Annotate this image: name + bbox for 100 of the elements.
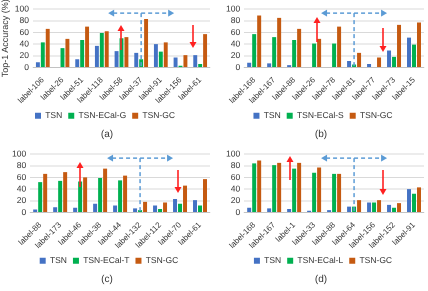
y-tick-label: 0 [235, 206, 240, 217]
legend-label: TSN-GC [360, 110, 393, 120]
bar [58, 180, 62, 212]
bar [94, 46, 99, 67]
y-tick-label: 20 [16, 195, 26, 206]
bar [287, 208, 292, 212]
bar [174, 58, 178, 67]
y-tick-label: 60 [20, 26, 30, 37]
bar [252, 163, 256, 212]
text: (c) [100, 274, 114, 285]
bar [252, 34, 256, 67]
bar [100, 33, 104, 67]
y-tick-label: 80 [20, 15, 30, 26]
bar [417, 187, 422, 212]
legend-label: TSN-GC [359, 255, 392, 266]
bar [377, 58, 382, 67]
bar [38, 182, 42, 212]
legend-label: TSN-GC [142, 110, 176, 120]
bar [36, 62, 40, 67]
bar [267, 63, 272, 67]
bar [337, 174, 342, 212]
bar [337, 26, 342, 67]
bar [183, 55, 188, 67]
bar [397, 24, 402, 67]
bar [178, 204, 182, 212]
bar [183, 186, 188, 212]
y-axis-title: Top-1 Accuracy (%) [0, 0, 10, 78]
bar [124, 37, 128, 67]
y-tick-label: 100 [226, 3, 240, 14]
bar [397, 203, 402, 212]
y-tick-label: 20 [20, 50, 30, 60]
y-tick-label: 100 [12, 148, 26, 158]
bar [317, 168, 322, 212]
bar [267, 208, 272, 212]
bar [193, 55, 198, 67]
bar [257, 16, 262, 67]
bar [163, 202, 168, 212]
bar [357, 52, 362, 67]
legend-label: TSN [264, 255, 282, 266]
y-tick-label: 60 [230, 172, 240, 182]
bar [392, 208, 396, 212]
bar [153, 205, 158, 212]
bar [93, 204, 98, 212]
legend-label: TSN-ECal-S [296, 110, 344, 120]
bar [203, 34, 208, 67]
bar [407, 189, 412, 212]
bar [292, 40, 296, 67]
bar [412, 44, 416, 67]
bar [317, 38, 322, 67]
bar [377, 200, 382, 212]
bar [272, 165, 276, 212]
y-tick-label: 40 [20, 38, 30, 48]
bar [154, 44, 158, 67]
y-tick-label: 0 [235, 62, 240, 72]
bar [85, 26, 90, 67]
bar [114, 51, 119, 67]
bar [372, 202, 376, 212]
legend-label: TSN-ECal-G [78, 110, 126, 120]
bar [78, 182, 82, 212]
bar [387, 50, 392, 67]
bar [98, 178, 102, 212]
bar [158, 208, 162, 212]
text: (a) [100, 129, 114, 140]
bar [332, 44, 336, 67]
bar [277, 18, 282, 67]
bar [133, 208, 138, 212]
bar [277, 162, 282, 212]
bar [297, 162, 302, 212]
bar [65, 38, 70, 67]
y-tick-label: 100 [226, 148, 240, 158]
y-tick-label: 20 [230, 50, 240, 60]
bar [60, 48, 64, 67]
bar [144, 19, 148, 67]
bar [158, 52, 163, 67]
text: (b) [314, 129, 328, 140]
bar [417, 22, 422, 67]
bar [357, 200, 362, 212]
bar [63, 172, 68, 212]
y-tick-label: 80 [16, 160, 26, 170]
legend-label: TSN [264, 110, 281, 120]
bar [272, 37, 276, 67]
y-tick-label: 40 [230, 183, 240, 194]
legend-label: TSN-ECal-L [297, 255, 344, 266]
bar [118, 180, 122, 212]
bar [412, 194, 416, 212]
y-tick-label: 40 [230, 38, 240, 48]
y-tick-label: 60 [230, 26, 240, 37]
y-tick-label: 20 [230, 195, 240, 206]
bar [143, 202, 148, 212]
y-tick-label: 0 [24, 62, 30, 72]
bar [257, 160, 262, 212]
legend-label: TSN-GC [146, 255, 178, 266]
bar [347, 206, 352, 212]
bar [387, 204, 392, 212]
bar [198, 205, 202, 212]
bar [367, 64, 372, 67]
legend-label: TSN [50, 255, 67, 266]
bar [312, 172, 316, 212]
y-tick-label: 60 [16, 172, 26, 182]
bar [123, 176, 128, 212]
